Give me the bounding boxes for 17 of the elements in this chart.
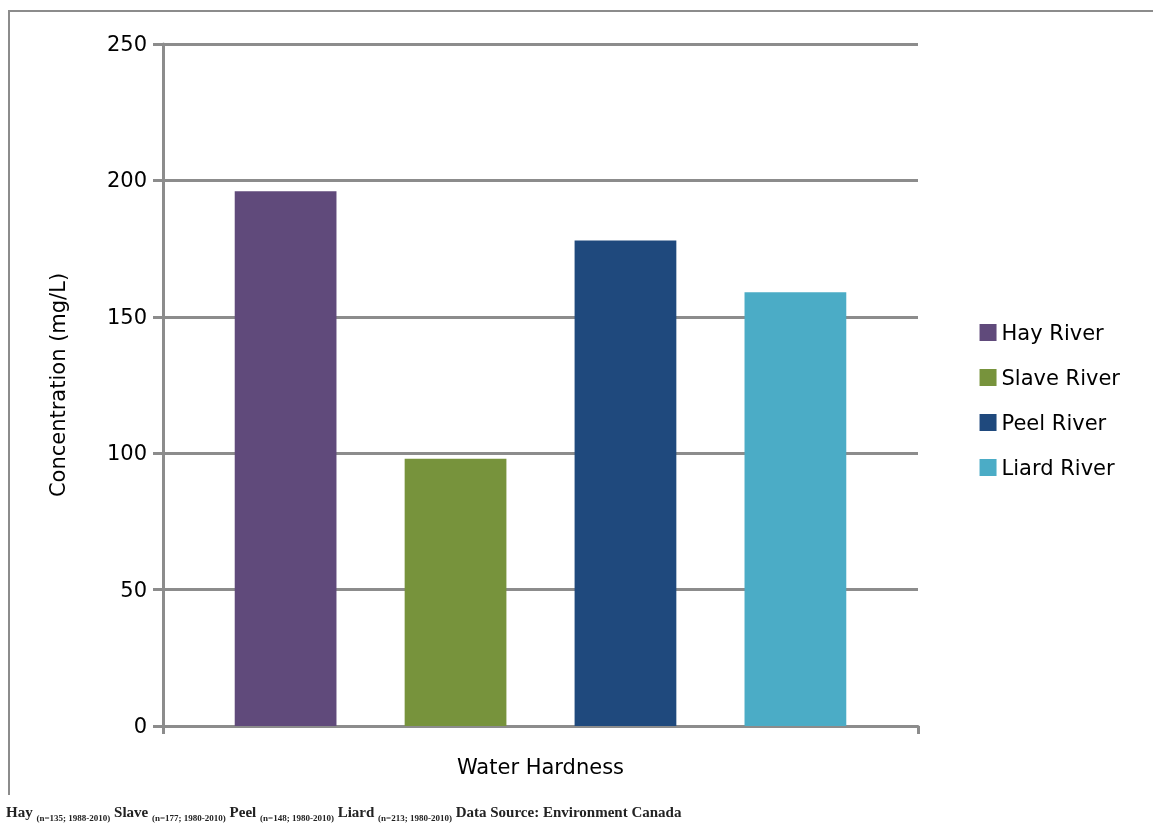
- y-tick-label: 100: [106, 441, 147, 466]
- y-tick-label: 200: [106, 168, 147, 193]
- x-tick-label: Water Hardness: [456, 754, 625, 779]
- bar: [404, 458, 507, 726]
- legend-label: Slave River: [1001, 365, 1121, 390]
- y-tick-label: 0: [133, 714, 147, 738]
- legend-label: Peel River: [1001, 410, 1107, 435]
- bar: [744, 292, 847, 726]
- bar: [234, 191, 337, 726]
- legend-label: Hay River: [1001, 320, 1105, 345]
- y-axis-title: Concentration (mg/L): [45, 272, 70, 498]
- text: Hay $_{(n=135; 1988-2010)}$ Slave $_{(n=177; 1980-2010)}$ Peel $_{(n=148; 1980-2010)}$ Liard $_{(n=213; 1980-2010)}$ Data Source: Environment Canada: [6, 804, 682, 823]
- y-tick-label: 50: [120, 577, 147, 602]
- legend-label: Liard River: [1001, 455, 1115, 480]
- y-tick-label: 150: [106, 304, 147, 329]
- y-tick-label: 250: [106, 32, 147, 56]
- bar: [574, 240, 677, 726]
